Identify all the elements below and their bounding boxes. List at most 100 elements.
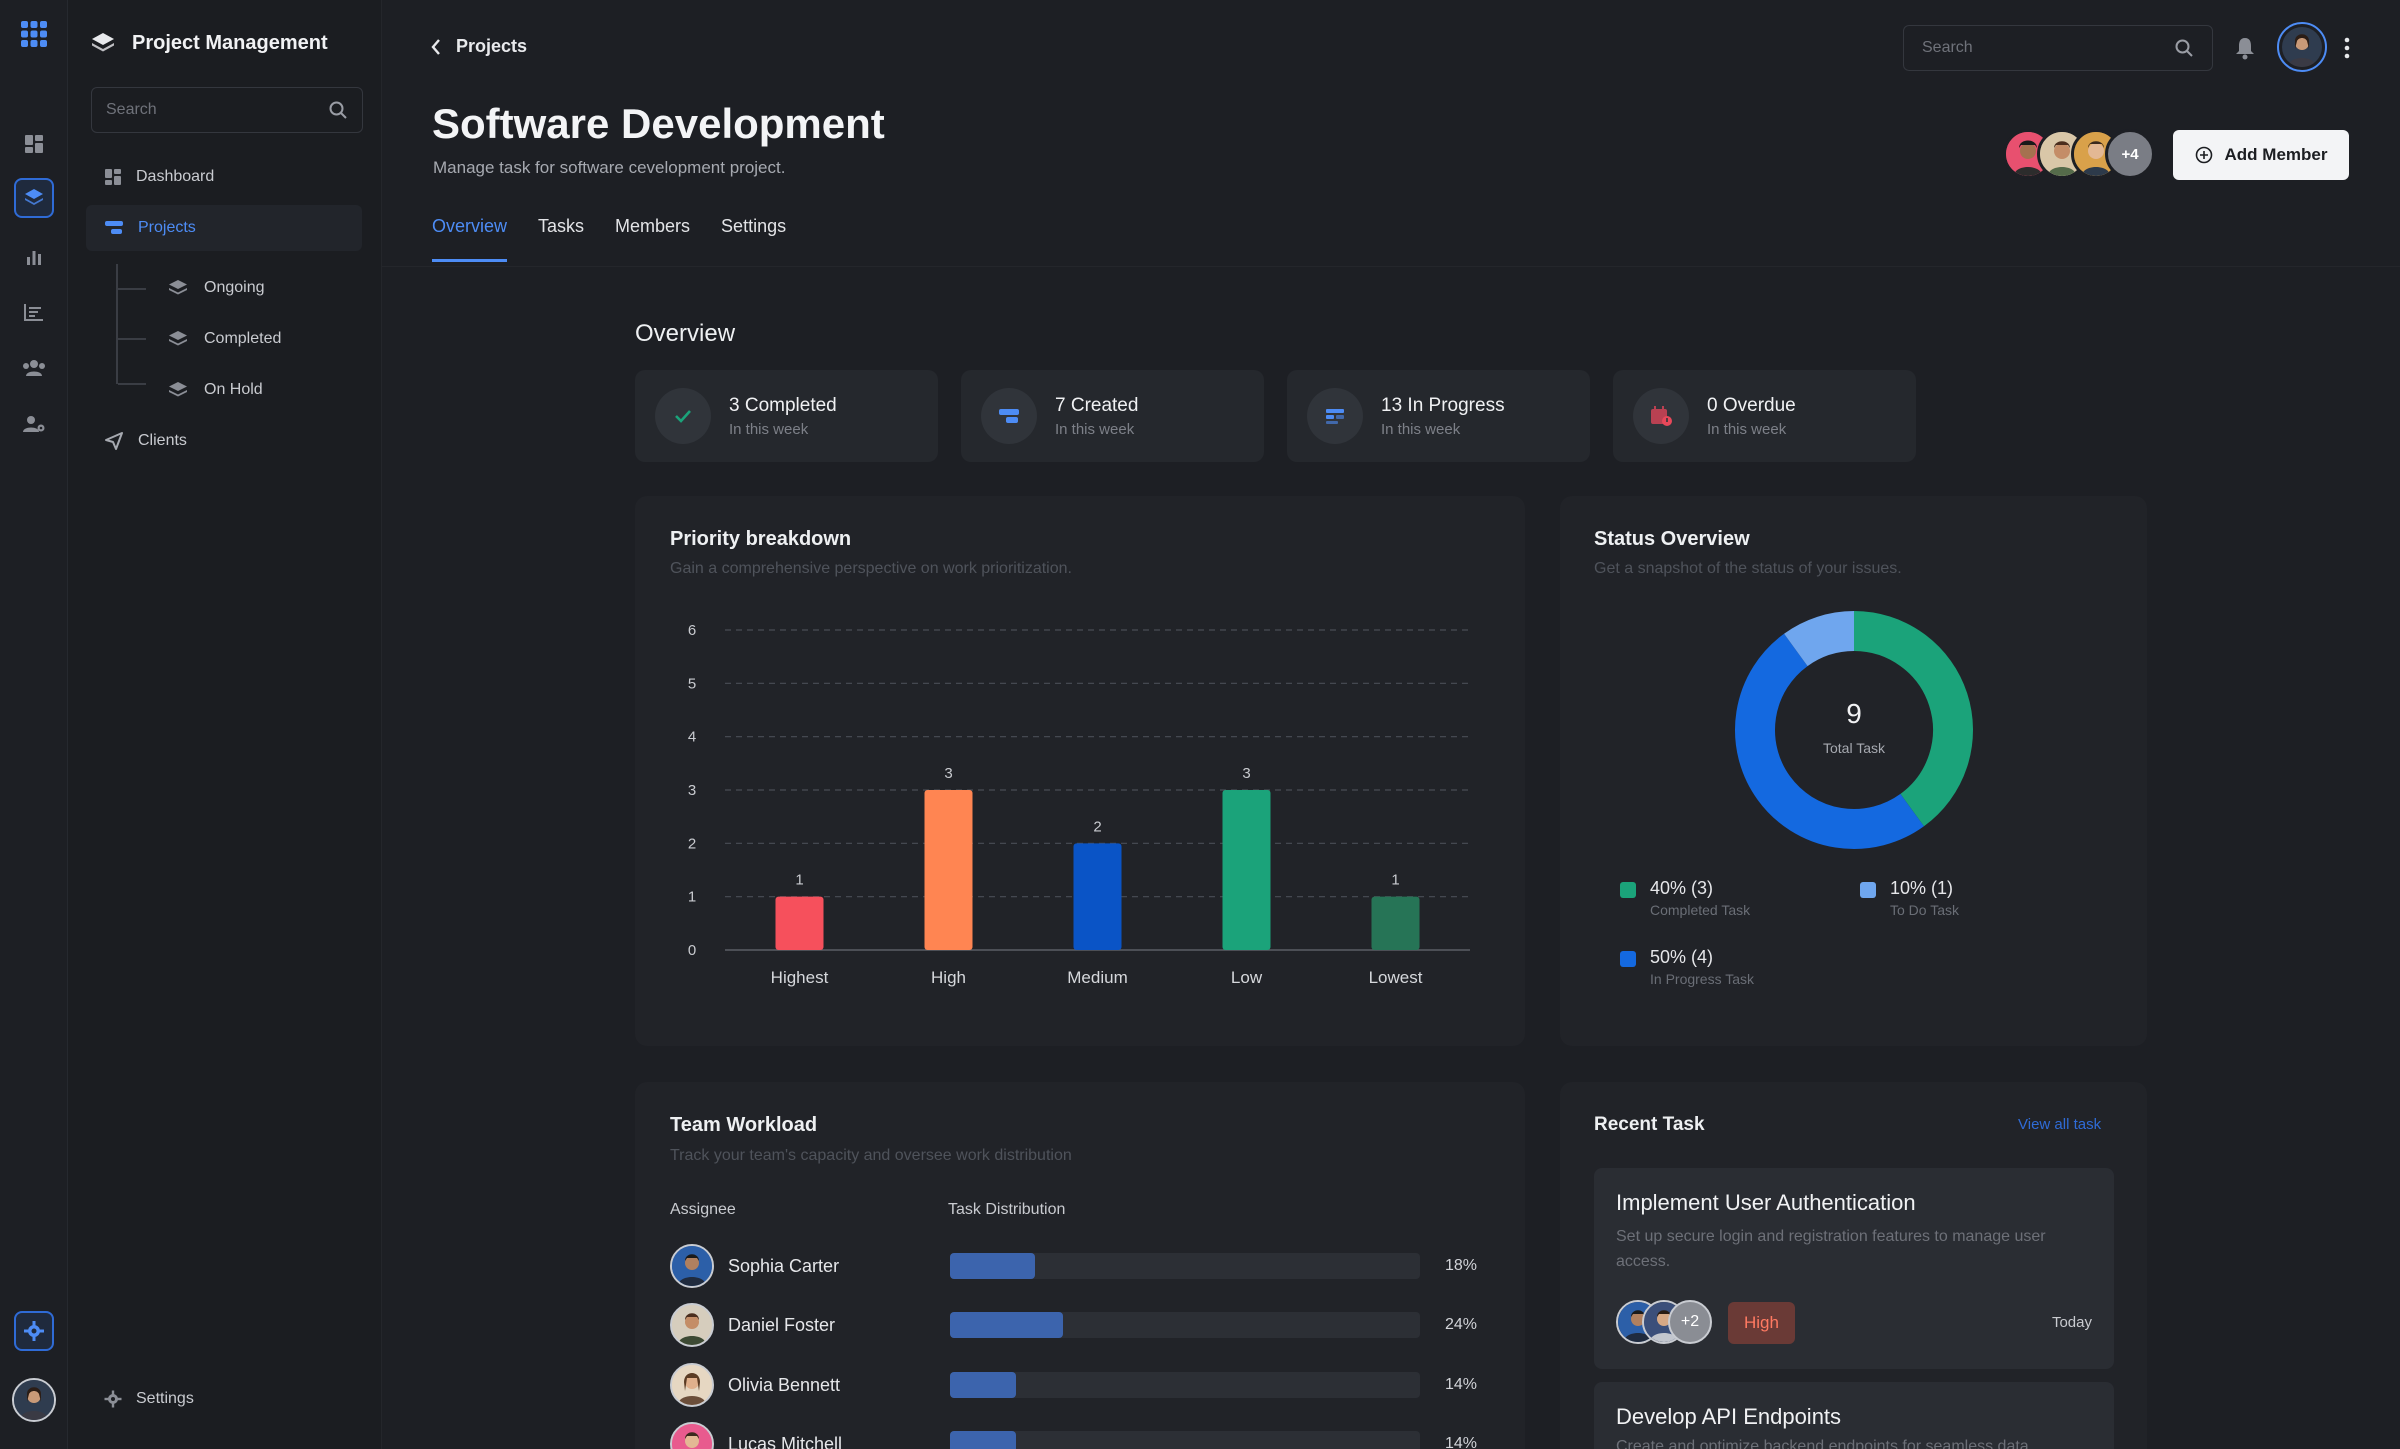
task-card[interactable]: Implement User Authentication Set up sec… <box>1594 1168 2114 1369</box>
sidebar-subitem-label: Completed <box>204 330 282 347</box>
tab-settings[interactable]: Settings <box>721 216 787 236</box>
status-subtitle: Get a snapshot of the status of your iss… <box>1594 560 1902 577</box>
assignee-name: Lucas Mitchell <box>728 1433 843 1449</box>
task-card[interactable]: Develop API Endpoints Create and optimiz… <box>1594 1382 2114 1449</box>
distribution-track <box>950 1253 1420 1279</box>
distribution-bar <box>950 1372 1016 1398</box>
top-search[interactable] <box>1903 25 2213 71</box>
overview-title: Overview <box>635 320 736 347</box>
top-search-input[interactable] <box>1922 39 2142 57</box>
legend-value: 10% (1) <box>1890 878 1954 898</box>
stat-sub: In this week <box>1055 420 1135 438</box>
reports-rail-icon[interactable] <box>14 292 54 332</box>
stat-value: 3 Completed <box>729 394 837 416</box>
assignee-avatar <box>670 1303 714 1347</box>
priority-bar-chart: 0 1 2 3 4 5 6 1 Highest 3 High 2 Medium 3 Low 1 Lowest <box>688 622 1470 987</box>
layers-icon <box>169 331 187 346</box>
tab-tasks[interactable]: Tasks <box>538 216 585 236</box>
profile-avatar[interactable] <box>2277 22 2327 72</box>
legend-label: In Progress Task <box>1650 971 1755 987</box>
search-icon <box>2175 39 2193 57</box>
task-title: Develop API Endpoints <box>1616 1404 1842 1429</box>
add-member-label: Add Member <box>2224 145 2328 164</box>
user-avatar[interactable] <box>12 1378 56 1422</box>
view-all-tasks-link[interactable]: View all task <box>2018 1116 2102 1133</box>
y-tick-label: 3 <box>688 782 696 799</box>
workload-row: Olivia Bennett 14% <box>670 1361 1490 1409</box>
sidebar-item-dashboard[interactable]: Dashboard <box>86 154 362 200</box>
bar-value-label: 3 <box>944 765 952 782</box>
legend-in-progress: 50% (4) In Progress Task <box>1620 947 1754 987</box>
priority-badge: High <box>1728 1302 1795 1344</box>
tab-overview[interactable]: Overview <box>432 216 508 262</box>
stat-value: 7 Created <box>1055 394 1139 416</box>
legend-label: To Do Task <box>1890 902 1959 918</box>
sidebar-item-clients[interactable]: Clients <box>86 418 362 464</box>
brand: Project Management <box>90 30 328 56</box>
assignee-name: Olivia Bennett <box>728 1374 841 1395</box>
bar <box>924 790 973 950</box>
priority-panel <box>635 496 1525 1046</box>
legend-value: 40% (3) <box>1650 878 1714 898</box>
layers-icon <box>92 33 114 52</box>
page-title: Software Development <box>432 100 885 147</box>
stat-sub: In this week <box>1381 420 1461 438</box>
y-tick-label: 0 <box>688 942 696 959</box>
team-rail-icon[interactable] <box>14 348 54 388</box>
stat-value: 0 Overdue <box>1707 394 1796 416</box>
sidebar-search-input[interactable] <box>106 101 306 119</box>
sidebar-subitem-on-hold[interactable]: On Hold <box>168 370 263 410</box>
assignee-name: Sophia Carter <box>728 1255 840 1276</box>
task-title: Implement User Authentication <box>1616 1190 1916 1215</box>
sidebar-item-label: Projects <box>138 219 196 236</box>
sidebar-search[interactable] <box>91 87 363 133</box>
sidebar-subitem-completed[interactable]: Completed <box>168 319 281 359</box>
projects-rail-icon[interactable] <box>14 178 54 218</box>
bar-value-label: 3 <box>1242 765 1250 782</box>
sidebar-subitem-label: On Hold <box>204 381 263 398</box>
sidebar-subitem-label: Ongoing <box>204 279 265 296</box>
bell-icon[interactable] <box>2234 36 2256 65</box>
sidebar-item-label: Dashboard <box>136 168 215 185</box>
more-options-icon[interactable] <box>2344 37 2350 64</box>
back-to-projects[interactable]: Projects <box>430 36 527 57</box>
y-tick-label: 6 <box>688 622 696 639</box>
search-icon <box>329 101 347 119</box>
sidebar-subitem-ongoing[interactable]: Ongoing <box>168 268 265 308</box>
dashboard-rail-icon[interactable] <box>14 124 54 164</box>
bar <box>1371 896 1420 950</box>
stat-completed: 3 Completed In this week <box>635 370 938 462</box>
chart-rail-icon[interactable] <box>14 237 54 277</box>
settings-rail-icon[interactable] <box>14 1311 54 1351</box>
workload-subtitle: Track your team's capacity and oversee w… <box>670 1147 1072 1164</box>
col-assignee: Assignee <box>670 1201 736 1218</box>
overdue-calendar-icon <box>1633 388 1689 444</box>
y-tick-label: 2 <box>688 835 696 852</box>
assignee-avatar <box>670 1363 714 1407</box>
workload-row: Lucas Mitchell 14% <box>670 1420 1490 1449</box>
sidebar-item-settings[interactable]: Settings <box>86 1376 362 1422</box>
apps-grid-icon[interactable] <box>14 14 54 54</box>
x-tick-label: Lowest <box>1369 968 1423 987</box>
priority-subtitle: Gain a comprehensive perspective on work… <box>670 560 1072 577</box>
tasks-created-icon <box>981 388 1037 444</box>
check-icon <box>655 388 711 444</box>
sidebar-item-projects[interactable]: Projects <box>86 205 362 251</box>
donut-center-value: 9 <box>1846 698 1862 729</box>
y-tick-label: 5 <box>688 675 696 692</box>
tree-branch <box>118 383 146 385</box>
tabs-divider <box>382 266 2400 267</box>
add-member-button[interactable]: Add Member <box>2173 130 2349 180</box>
distribution-track <box>950 1372 1420 1398</box>
stat-value: 13 In Progress <box>1381 394 1505 416</box>
assignee-avatar <box>670 1244 714 1288</box>
project-tabs: Overview Tasks Members Settings <box>432 216 786 262</box>
member-avatars[interactable]: +4 <box>2003 129 2155 179</box>
layers-icon <box>169 280 187 295</box>
stat-in-progress: 13 In Progress In this week <box>1287 370 1590 462</box>
status-panel <box>1560 496 2147 1046</box>
user-settings-rail-icon[interactable] <box>14 404 54 444</box>
task-description: Create and optimize backend endpoints fo… <box>1616 1438 2029 1449</box>
member-extra-count: +4 <box>2105 129 2155 179</box>
tab-members[interactable]: Members <box>615 216 691 236</box>
